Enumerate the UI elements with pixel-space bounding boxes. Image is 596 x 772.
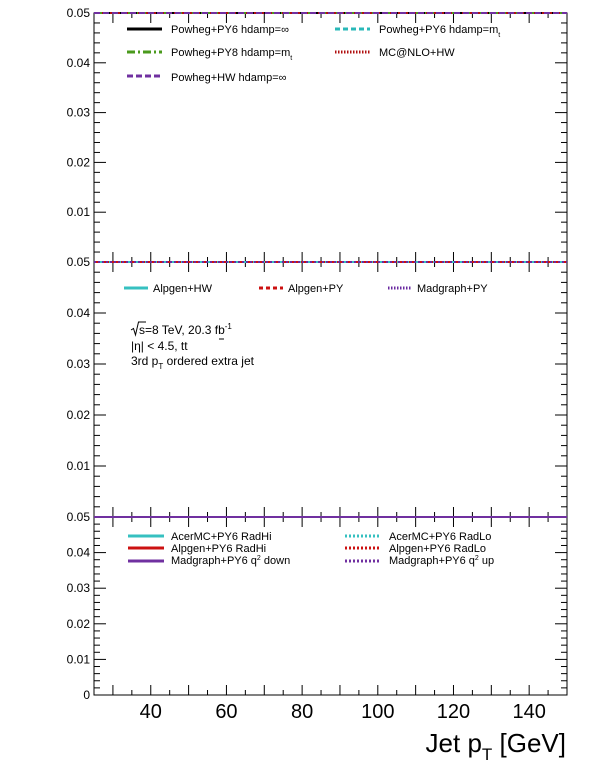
legend-label-acermc-radhi: AcerMC+PY6 RadHi — [171, 531, 272, 543]
panel-top: 0.01 0.02 0.03 0.04 0.05 Powheg+PY6 hdamp=∞ … — [67, 6, 568, 263]
annotation-energy-lumi: =8 TeV, 20.3 fb — [145, 323, 225, 337]
legend-label-madgraph-q2-down-sup: 2 — [257, 555, 261, 562]
annotation-sqrt-s: s — [139, 323, 145, 337]
y-tick-label: 0.01 — [67, 652, 91, 666]
y-tick-label: 0.03 — [67, 106, 91, 120]
legend-label-powheg-py6-hdamp-mt-main: Powheg+PY6 hdamp=m — [379, 24, 498, 36]
x-axis: 40 60 80 100 120 140 — [140, 701, 546, 723]
y-tick-label: 0.05 — [67, 510, 91, 524]
x-tick-label: 60 — [215, 701, 237, 723]
legend-label-madgraph-q2-up-main: Madgraph+PY6 q — [389, 555, 475, 567]
legend-label-madgraph-q2-up-tail: up — [479, 555, 494, 567]
legend-label-powheg-py8-hdamp-mt-sub: t — [290, 55, 292, 62]
y-tick-label: 0.01 — [67, 205, 91, 219]
panel-top-xticks — [93, 13, 568, 262]
annotation-eta-tail: t — [184, 339, 188, 353]
legend-label-powheg-py8-hdamp-mt: Powheg+PY8 hdamp=mt — [171, 47, 292, 62]
legend-label-acermc-radlo: AcerMC+PY6 RadLo — [389, 531, 491, 543]
y-tick-label: 0.04 — [67, 546, 91, 560]
legend-label-alpgen-radlo: Alpgen+PY6 RadLo — [389, 543, 486, 555]
x-tick-label: 40 — [140, 701, 162, 723]
y-tick-label: 0.01 — [67, 459, 91, 473]
annotation-jet-pre: 3rd p — [131, 354, 159, 368]
legend-label-powheg-py6-hdamp-mt-sub: t — [498, 32, 500, 39]
panel-top-yaxis: 0.01 0.02 0.03 0.04 0.05 — [67, 6, 567, 263]
x-axis-title-sub: T — [482, 745, 492, 764]
x-axis-title: Jet pT [GeV] — [426, 728, 566, 764]
y-tick-label: 0.02 — [67, 617, 91, 631]
panel-bottom-xticks — [93, 517, 568, 695]
x-tick-label: 140 — [512, 701, 545, 723]
legend-label-madgraph-q2-down: Madgraph+PY6 q2 down — [171, 555, 290, 567]
legend-label-mcatnlo-hw: MC@NLO+HW — [379, 47, 455, 59]
panel-bottom-legend: AcerMC+PY6 RadHi AcerMC+PY6 RadLo Alpgen… — [128, 531, 494, 567]
panel-top-frame — [93, 12, 568, 263]
y-tick-label: 0.02 — [67, 408, 91, 422]
x-tick-label: 80 — [291, 701, 313, 723]
y-tick-label: 0.04 — [67, 56, 91, 70]
legend-label-alpgen-hw: Alpgen+HW — [153, 283, 213, 295]
sqrt-sign — [130, 321, 146, 337]
x-axis-title-main: Jet p — [426, 728, 482, 758]
x-tick-label: 100 — [361, 701, 394, 723]
legend-label-powheg-py6-hdamp-inf: Powheg+PY6 hdamp=∞ — [171, 24, 289, 36]
legend-label-powheg-py6-hdamp-mt: Powheg+PY6 hdamp=mt — [379, 24, 500, 39]
annotation-eta-main: |η| < 4.5, t — [131, 339, 185, 353]
annotation-eta: |η| < 4.5, tt — [131, 339, 188, 353]
legend-label-alpgen-radhi: Alpgen+PY6 RadHi — [171, 543, 266, 555]
y-tick-label: 0.05 — [67, 6, 91, 20]
panel-top-legend: Powheg+PY6 hdamp=∞ Powheg+PY6 hdamp=mt P… — [127, 24, 500, 84]
panel-middle-yaxis: 0.01 0.02 0.03 0.04 0.05 — [67, 255, 567, 518]
y-tick-label: 0.04 — [67, 306, 91, 320]
legend-label-madgraph-py: Madgraph+PY — [417, 283, 488, 295]
panel-bottom-frame — [93, 516, 568, 696]
legend-label-madgraph-q2-down-main: Madgraph+PY6 q — [171, 555, 257, 567]
panel-middle-xticks — [93, 262, 568, 517]
y-tick-label: 0.02 — [67, 155, 91, 169]
legend-label-madgraph-q2-down-tail: down — [261, 555, 290, 567]
atlas-annotation: s=8 TeV, 20.3 fb-1 |η| < 4.5, tt 3rd pT … — [130, 321, 255, 371]
legend-label-madgraph-q2-up-sup: 2 — [475, 555, 479, 562]
annotation-jet-sub: T — [158, 362, 163, 371]
x-axis-title-unit: [GeV] — [492, 728, 566, 758]
y-tick-label: 0.03 — [67, 581, 91, 595]
panel-middle-frame — [93, 261, 568, 518]
legend-label-alpgen-py: Alpgen+PY — [288, 283, 344, 295]
y-tick-label: 0.03 — [67, 357, 91, 371]
annotation-energy: s=8 TeV, 20.3 fb-1 — [139, 322, 232, 337]
x-tick-label: 120 — [437, 701, 470, 723]
panel-middle: 0.01 0.02 0.03 0.04 0.05 Alpgen+HW Alpgen+PY… — [67, 255, 568, 518]
annotation-jet: 3rd pT ordered extra jet — [131, 354, 255, 371]
panel-bottom: 0 0.01 0.02 0.03 0.04 0.05 AcerMC+PY6 RadHi A… — [67, 510, 568, 702]
legend-label-madgraph-q2-up: Madgraph+PY6 q2 up — [389, 555, 494, 567]
panel-bottom-yaxis: 0 0.01 0.02 0.03 0.04 0.05 — [67, 510, 567, 702]
legend-label-powheg-hw-hdamp-inf: Powheg+HW hdamp=∞ — [171, 72, 286, 84]
y-tick-label: 0 — [83, 688, 90, 702]
panel-middle-legend: Alpgen+HW Alpgen+PY Madgraph+PY — [124, 283, 488, 295]
legend-label-powheg-py8-hdamp-mt-main: Powheg+PY8 hdamp=m — [171, 47, 290, 59]
annotation-jet-post: ordered extra jet — [163, 354, 254, 368]
annotation-lumi-exp: -1 — [225, 322, 233, 331]
y-tick-label: 0.05 — [67, 255, 91, 269]
